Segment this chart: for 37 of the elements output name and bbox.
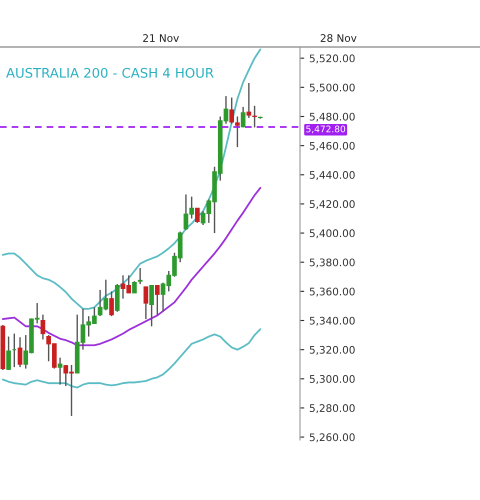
candlestick — [229, 96, 234, 124]
y-tick-label: 5,500.00 — [310, 84, 355, 93]
candlestick — [235, 116, 240, 148]
y-tick-label: 5,360.00 — [310, 288, 355, 297]
candlestick — [246, 82, 252, 119]
y-tick-label: 5,340.00 — [310, 316, 355, 326]
ref-line-label: 5,472.80 — [306, 126, 346, 134]
candlestick — [149, 284, 154, 328]
y-tick-label: 5,380.00 — [310, 258, 355, 268]
candlestick — [6, 336, 11, 371]
candlestick — [40, 314, 46, 340]
candlestick — [138, 267, 142, 285]
text: 21 Nov — [143, 34, 179, 42]
y-tick-label: 5,320.00 — [310, 346, 355, 355]
y-tick-label: 5,440.00 — [310, 171, 355, 180]
candlestick — [144, 286, 148, 320]
candlestick — [132, 280, 137, 294]
candlestick — [195, 208, 200, 224]
y-tick-label: 5,400.00 — [310, 229, 355, 238]
y-tick-label: 5,420.00 — [310, 200, 355, 210]
candlestick — [154, 284, 160, 316]
y-tick-label: 5,300.00 — [310, 375, 355, 384]
line-series — [2, 186, 262, 346]
y-tick-label: 5,280.00 — [310, 404, 355, 414]
text: AUSTRALIA 200 - CASH 4 HOUR — [6, 68, 214, 78]
y-tick-label: 5,520.00 — [310, 54, 355, 64]
candlestick — [109, 290, 114, 317]
candlestick — [18, 336, 22, 368]
candlestick — [240, 106, 246, 128]
candlestick — [252, 105, 257, 128]
line-series — [2, 328, 262, 388]
y-tick-label: 5,480.00 — [310, 112, 355, 122]
y-tick-label: 5,460.00 — [310, 142, 355, 151]
candlestick — [58, 356, 62, 386]
y-tick-label: 5,260.00 — [310, 433, 355, 442]
line-series — [2, 48, 262, 310]
text: 28 Nov — [320, 34, 357, 42]
